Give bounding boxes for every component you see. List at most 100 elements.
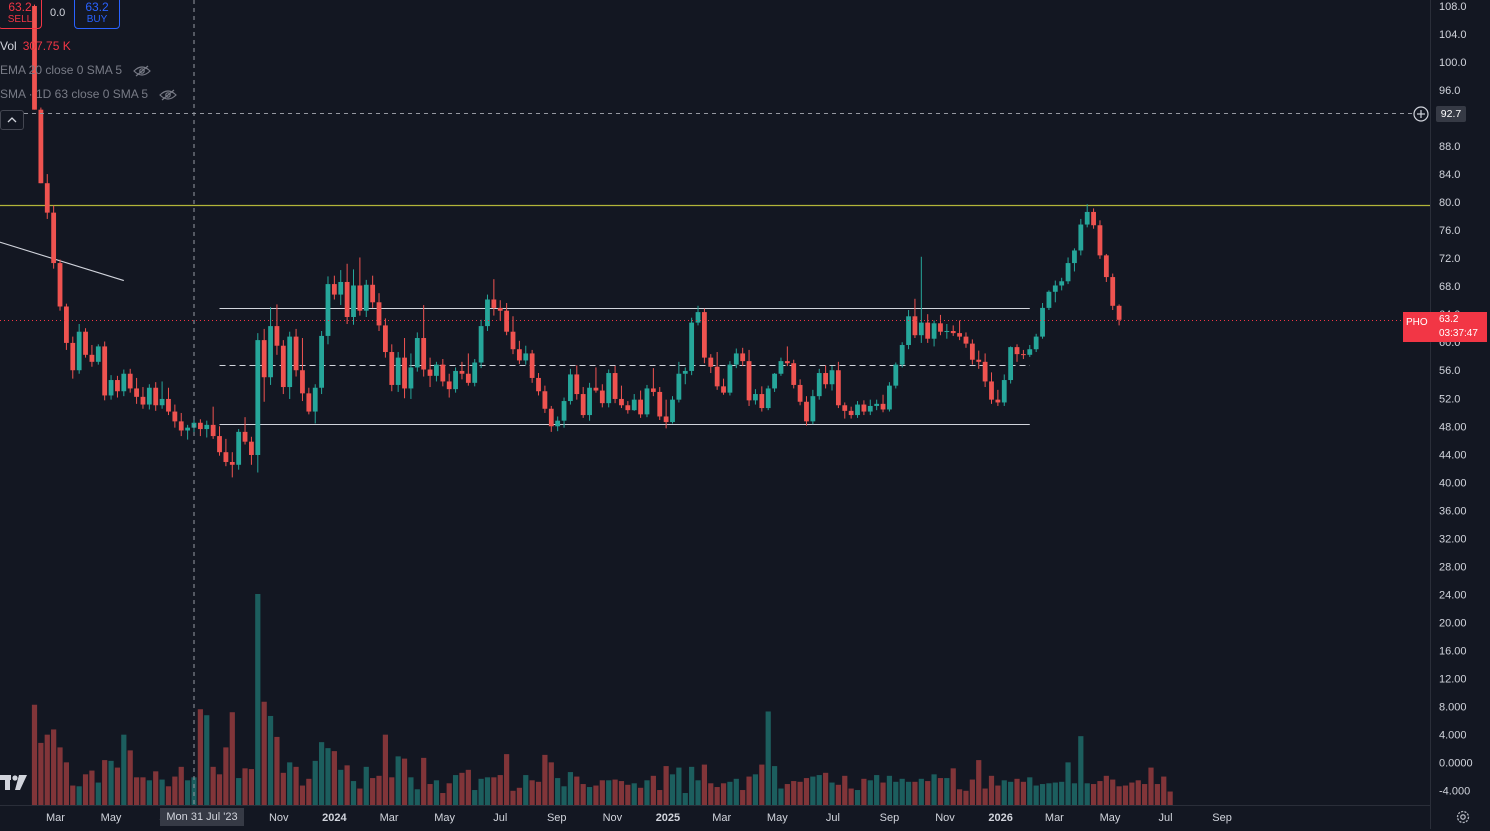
volume-bar xyxy=(274,736,280,805)
volume-bar xyxy=(1046,783,1052,805)
volume-bar xyxy=(816,775,822,805)
hide-eye-icon[interactable] xyxy=(159,89,178,101)
candle-body xyxy=(159,398,165,406)
candle xyxy=(759,386,765,412)
candle xyxy=(1110,273,1116,310)
price-tick-label: 24.00 xyxy=(1439,589,1467,601)
volume-bar xyxy=(695,780,701,805)
candle-body xyxy=(516,349,522,361)
add-alert-button[interactable] xyxy=(1412,105,1430,123)
legend-ema[interactable]: EMA 20 close 0 SMA 5 xyxy=(0,63,152,77)
collapse-legend-button[interactable] xyxy=(0,110,24,130)
candle-body xyxy=(593,387,599,391)
candle-body xyxy=(944,331,950,333)
buy-button[interactable]: 63.2 BUY xyxy=(74,0,120,29)
volume-bar xyxy=(950,768,956,805)
candle-body xyxy=(236,431,242,465)
chevron-up-icon xyxy=(7,117,17,123)
candle xyxy=(44,174,50,219)
volume-bar xyxy=(1065,762,1071,805)
candle-body xyxy=(950,331,956,334)
candle-body xyxy=(778,361,784,374)
price-tick-label: 52.0 xyxy=(1439,393,1460,405)
volume-bar xyxy=(267,715,274,805)
volume-bar xyxy=(140,777,146,805)
candle xyxy=(1097,220,1103,259)
volume-bar xyxy=(1135,780,1141,805)
time-tick-label: Nov xyxy=(603,812,623,824)
candle-body xyxy=(293,336,299,371)
candle xyxy=(210,406,216,439)
candle xyxy=(772,373,777,392)
volume-bar xyxy=(459,772,465,805)
volume-bar xyxy=(516,787,522,805)
sma-label: SMA · 1D 63 close 0 SMA 5 xyxy=(0,87,149,101)
volume-bar xyxy=(976,760,982,805)
candle xyxy=(682,367,688,385)
candle xyxy=(427,357,433,388)
candle xyxy=(223,438,229,467)
volume-bar xyxy=(663,766,669,805)
candle xyxy=(146,384,152,410)
candle-body xyxy=(568,374,573,402)
candle xyxy=(599,384,605,408)
legend-sma[interactable]: SMA · 1D 63 close 0 SMA 5 xyxy=(0,87,178,101)
candle-body xyxy=(440,364,446,382)
volume-bar xyxy=(229,712,235,805)
tradingview-logo[interactable] xyxy=(0,772,32,799)
candle xyxy=(523,345,529,365)
volume-bar xyxy=(599,780,605,805)
candle xyxy=(829,366,835,391)
candle xyxy=(950,325,956,336)
volume-bar xyxy=(133,777,140,805)
volume-bar xyxy=(886,775,893,805)
volume-bar xyxy=(835,784,841,805)
candle xyxy=(593,367,599,393)
volume-bar xyxy=(1071,783,1078,805)
candle-body xyxy=(1116,305,1122,320)
candle xyxy=(638,390,643,418)
price-tick-label: 80.0 xyxy=(1439,197,1460,209)
volume-bar xyxy=(299,785,306,805)
volume-bar xyxy=(363,766,369,805)
candle xyxy=(548,405,554,432)
volume-bar xyxy=(535,781,542,805)
volume-bar xyxy=(357,788,363,805)
last-price-tag: PHO 63.2 03:37:47 xyxy=(1403,312,1487,342)
candle-body xyxy=(759,394,765,409)
sell-button[interactable]: 63.2 SELL xyxy=(0,0,42,29)
ema-label: EMA 20 close 0 SMA 5 xyxy=(0,63,123,77)
candle xyxy=(823,365,829,389)
volume-bar xyxy=(548,762,554,805)
volume-bar xyxy=(988,775,995,805)
candle xyxy=(159,381,165,409)
candle-body xyxy=(772,373,777,389)
candle-body xyxy=(223,452,229,462)
volume-bar xyxy=(778,788,784,805)
candle xyxy=(64,303,69,350)
candle-body xyxy=(255,340,261,455)
volume-bar xyxy=(248,769,255,805)
candle xyxy=(446,373,452,398)
buy-price: 63.2 xyxy=(85,0,109,14)
volume-bar xyxy=(797,781,803,805)
candle xyxy=(663,399,669,429)
candle-body xyxy=(395,357,401,385)
volume-bar xyxy=(312,760,318,805)
volume-bar xyxy=(944,778,950,805)
volume-bar xyxy=(746,776,752,805)
candle xyxy=(835,361,841,409)
candle xyxy=(338,270,344,306)
candle-body xyxy=(893,364,899,386)
candle-body xyxy=(625,405,631,411)
chart-settings-button[interactable] xyxy=(1454,808,1472,826)
volume-bar xyxy=(810,776,816,805)
candle xyxy=(925,314,931,343)
candle-body xyxy=(842,405,848,411)
legend-volume[interactable]: Vol 307.75 K xyxy=(0,39,71,53)
hide-eye-icon[interactable] xyxy=(133,65,152,77)
volume-bar xyxy=(236,778,242,805)
candle xyxy=(1072,248,1077,272)
horizontal-levels[interactable] xyxy=(0,204,1430,426)
